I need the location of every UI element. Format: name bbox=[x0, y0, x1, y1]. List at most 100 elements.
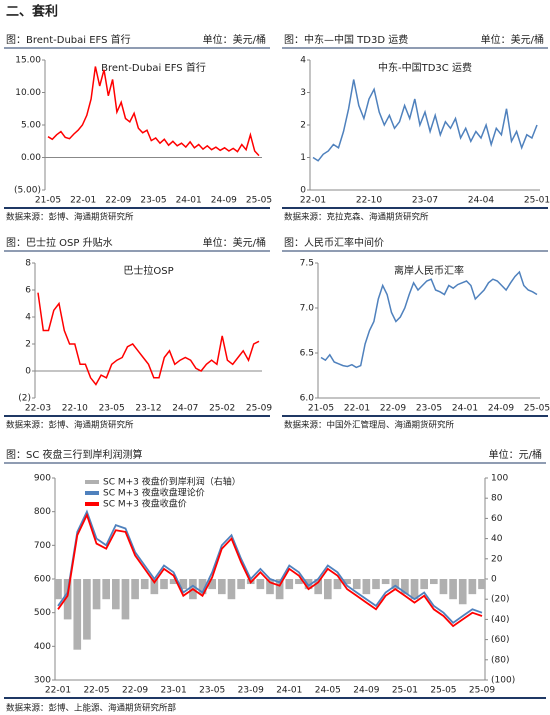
y-tick-label: 5.00 bbox=[21, 121, 41, 131]
y-tick-label: 3 bbox=[300, 88, 306, 98]
x-tick-label: 23-09 bbox=[238, 686, 264, 696]
bar bbox=[131, 579, 139, 600]
y-tick-label: (2) bbox=[18, 394, 31, 404]
x-tick-label: 21-05 bbox=[308, 404, 334, 414]
y-tick-label: (5.00) bbox=[14, 186, 41, 196]
x-tick-label: 24-01 bbox=[452, 404, 478, 414]
bar bbox=[295, 579, 303, 585]
chart-title: 离岸人民币汇率 bbox=[394, 264, 464, 277]
chart-title: 中东-中国TD3C 运费 bbox=[378, 61, 472, 74]
x-tick-label: 24-01 bbox=[176, 196, 202, 206]
y-tick-label: 6 bbox=[25, 286, 31, 296]
y2-tick-label: 0 bbox=[491, 575, 497, 585]
bar bbox=[458, 579, 467, 605]
bar bbox=[150, 579, 159, 595]
source-note: 数据来源：彭博、海通期货研究所 bbox=[6, 420, 134, 431]
bar bbox=[323, 579, 332, 600]
bar bbox=[102, 579, 111, 600]
bar bbox=[362, 579, 371, 595]
y-tick-label: 10.00 bbox=[15, 88, 41, 98]
chart-header: 图：SC 夜盘三行到岸利润测算 bbox=[6, 448, 143, 461]
x-tick-label: 24-07 bbox=[172, 404, 198, 414]
y2-tick-label: 60 bbox=[491, 514, 503, 524]
x-tick-label: 24-01 bbox=[276, 686, 302, 696]
bar bbox=[208, 579, 217, 590]
bar bbox=[285, 579, 294, 590]
x-tick-label: 22-09 bbox=[380, 404, 406, 414]
y-tick-label: 800 bbox=[34, 507, 51, 517]
y2-tick-label: (20) bbox=[491, 595, 509, 605]
bar bbox=[198, 579, 207, 595]
data-line bbox=[47, 66, 260, 157]
bar bbox=[92, 579, 101, 610]
y-tick-label: 400 bbox=[34, 642, 51, 652]
bar bbox=[111, 579, 120, 610]
y-tick-label: 300 bbox=[34, 676, 51, 686]
x-tick-label: 22-01 bbox=[300, 196, 326, 206]
chart-title: 巴士拉OSP bbox=[123, 264, 173, 277]
bar bbox=[372, 579, 380, 590]
chart-header: 图：Brent-Dubai EFS 首行 bbox=[6, 33, 131, 46]
bar bbox=[449, 579, 457, 600]
legend-swatch bbox=[85, 502, 99, 506]
x-tick-label: 23-05 bbox=[140, 196, 166, 206]
data-line bbox=[57, 509, 483, 624]
x-tick-label: 22-10 bbox=[62, 404, 88, 414]
bar bbox=[410, 579, 419, 600]
unit-label: 单位：美元/桶 bbox=[203, 33, 266, 46]
x-tick-label: 22-03 bbox=[25, 404, 51, 414]
x-tick-label: 23-05 bbox=[99, 404, 125, 414]
bar bbox=[420, 579, 429, 590]
x-tick-label: 25-05 bbox=[524, 404, 550, 414]
y-tick-label: 500 bbox=[34, 608, 51, 618]
x-tick-label: 25-01 bbox=[524, 196, 550, 206]
x-tick-label: 21-05 bbox=[35, 196, 61, 206]
x-tick-label: 22-10 bbox=[356, 196, 382, 206]
x-tick-label: 22-01 bbox=[70, 196, 96, 206]
y-tick-label: 6.5 bbox=[300, 349, 314, 359]
bar bbox=[121, 579, 130, 620]
x-tick-label: 25-05 bbox=[246, 196, 272, 206]
unit-label: 单位：美元/桶 bbox=[481, 33, 544, 46]
x-tick-label: 25-09 bbox=[246, 404, 272, 414]
data-line bbox=[57, 512, 483, 628]
bar bbox=[256, 579, 265, 590]
x-tick-label: 24-09 bbox=[353, 686, 379, 696]
bar bbox=[391, 579, 400, 590]
section-title: 二、套利 bbox=[6, 4, 58, 20]
x-tick-label: 25-09 bbox=[469, 686, 495, 696]
y2-tick-label: (100) bbox=[491, 676, 515, 686]
bar bbox=[160, 579, 168, 590]
bar bbox=[63, 579, 72, 620]
bar bbox=[333, 579, 342, 590]
y-tick-label: 2 bbox=[300, 121, 306, 131]
chart-header: 图：中东—中国 TD3D 运费 bbox=[284, 33, 408, 46]
y-tick-label: 4 bbox=[300, 56, 306, 66]
bar bbox=[275, 579, 284, 600]
y-tick-label: 7.5 bbox=[300, 259, 314, 269]
bar bbox=[217, 579, 226, 595]
chart-header: 图：人民币汇率中间价 bbox=[284, 236, 384, 249]
x-tick-label: 25-02 bbox=[209, 404, 235, 414]
source-note: 数据来源：彭博、上能源、海通期货研究所部 bbox=[6, 703, 177, 714]
bar bbox=[73, 579, 82, 650]
bar bbox=[54, 579, 62, 600]
y2-tick-label: 100 bbox=[491, 474, 508, 484]
x-tick-label: 22-01 bbox=[344, 404, 370, 414]
y2-tick-label: 80 bbox=[491, 494, 503, 504]
bar bbox=[314, 579, 323, 595]
x-tick-label: 23-07 bbox=[412, 196, 438, 206]
y-tick-label: 0.00 bbox=[21, 153, 41, 163]
x-tick-label: 23-01 bbox=[161, 686, 187, 696]
x-tick-label: 24-05 bbox=[315, 686, 341, 696]
x-tick-label: 25-05 bbox=[430, 686, 456, 696]
bar bbox=[343, 579, 351, 585]
bar bbox=[140, 579, 149, 590]
data-line bbox=[312, 79, 538, 162]
bar bbox=[352, 579, 361, 590]
y2-tick-label: (80) bbox=[491, 655, 509, 665]
x-tick-label: 23-12 bbox=[135, 404, 161, 414]
y-tick-label: 600 bbox=[34, 575, 51, 585]
x-tick-label: 22-01 bbox=[45, 686, 71, 696]
y-tick-label: 8 bbox=[25, 259, 31, 269]
